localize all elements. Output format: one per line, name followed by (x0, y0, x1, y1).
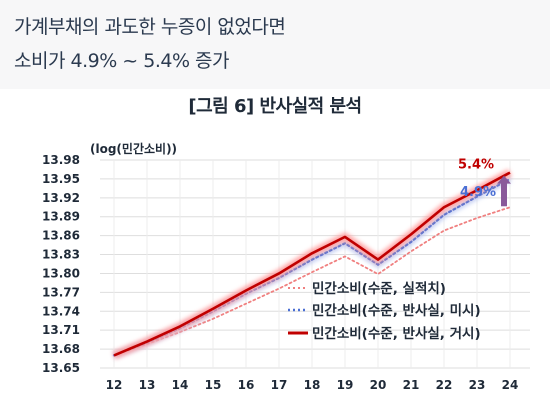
annotation-macro-gap: 5.4% (458, 158, 494, 173)
annotation-micro-gap: 4.9% (460, 185, 496, 200)
y-tick-label: 13.74 (42, 304, 80, 318)
x-tick-label: 18 (304, 378, 321, 392)
series-lines (112, 169, 512, 360)
x-tick-label: 24 (502, 378, 519, 392)
y-tick-label: 13.89 (42, 210, 80, 224)
x-tick-label: 19 (337, 378, 354, 392)
y-tick-label: 13.65 (42, 361, 80, 375)
x-tick-label: 23 (469, 378, 486, 392)
series-line-actual (113, 206, 511, 357)
y-axis-label: (log(민간소비)) (90, 141, 177, 156)
y-tick-label: 13.95 (42, 172, 80, 186)
legend: 민간소비(수준, 실적치) 민간소비(수준, 반사실, 미시) 민간소비(수준, 반… (288, 280, 481, 342)
x-tick-label: 13 (139, 378, 156, 392)
series-line-macro (113, 171, 511, 357)
y-tick-label: 13.92 (42, 191, 80, 205)
y-tick-label: 13.98 (42, 153, 80, 167)
legend-label: 민간소비(수준, 반사실, 거시) (312, 325, 481, 342)
annotations: 5.4% 4.9% (458, 158, 511, 207)
headline-banner: 가계부채의 과도한 누증이 없었다면 소비가 4.9% ~ 5.4% 증가 (0, 0, 550, 89)
x-tick-label: 16 (238, 378, 255, 392)
y-tick-label: 13.86 (42, 229, 80, 243)
y-tick-label: 13.71 (42, 323, 80, 337)
x-tick-label: 22 (436, 378, 453, 392)
headline-line-2: 소비가 4.9% ~ 5.4% 증가 (14, 50, 230, 72)
x-tick-label: 17 (271, 378, 288, 392)
y-tick-label: 13.83 (42, 248, 80, 262)
arrow-up-icon (501, 182, 507, 207)
arrow-head-icon (497, 175, 511, 184)
x-tick-label: 12 (106, 378, 123, 392)
x-tick-labels: 12 13 14 15 16 17 18 19 20 21 22 23 24 (106, 378, 519, 392)
y-tick-labels: 13.65 13.68 13.71 13.74 13.77 13.80 13.83 13.86… (42, 153, 80, 375)
legend-label: 민간소비(수준, 반사실, 미시) (312, 302, 481, 319)
y-tick-label: 13.80 (42, 266, 80, 280)
x-tick-label: 14 (172, 378, 189, 392)
legend-label: 민간소비(수준, 실적치) (312, 280, 446, 297)
y-tick-label: 13.77 (42, 285, 80, 299)
x-tick-label: 15 (205, 378, 222, 392)
x-tick-label: 20 (370, 378, 387, 392)
chart-title: [그림 6] 반사실적 분석 (188, 96, 362, 117)
x-tick-label: 21 (403, 378, 420, 392)
headline-line-1: 가계부채의 과도한 누증이 없었다면 (14, 16, 286, 38)
y-tick-label: 13.68 (42, 342, 80, 356)
